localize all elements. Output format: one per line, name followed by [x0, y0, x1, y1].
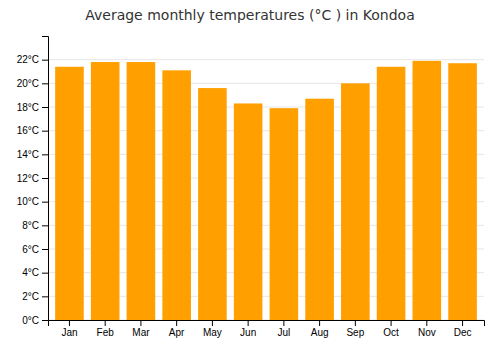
y-tick-label: 16°C [17, 125, 39, 136]
y-tick-mark [42, 249, 48, 250]
x-tick-mark [105, 320, 106, 326]
chart-container: 0°C 2°C 4°C 6°C 8°C 10°C 12°C 14°C 16°C 18°C 20°C 2… [0, 0, 500, 350]
y-tick: 8°C [22, 220, 48, 231]
x-tick-mark [69, 320, 70, 326]
y-tick-label: 20°C [17, 78, 39, 89]
y-axis: 0°C 2°C 4°C 6°C 8°C 10°C 12°C 14°C 16°C 18°C 20°C 2… [17, 37, 49, 326]
x-tick: Apr [169, 320, 185, 338]
bar [162, 70, 191, 320]
y-tick: 10°C [17, 196, 48, 207]
y-tick-mark [42, 296, 48, 297]
x-tick: Nov [418, 320, 436, 338]
bar [127, 62, 156, 320]
y-tick-mark [42, 202, 48, 203]
bar [341, 83, 370, 320]
y-tick-label: 18°C [17, 102, 39, 113]
y-tick-label: 4°C [22, 267, 39, 278]
x-tick-mark [426, 320, 427, 326]
x-tick: Jul [277, 320, 290, 338]
bar [270, 108, 299, 320]
x-tick: Aug [311, 320, 329, 338]
x-tick-mark [462, 320, 463, 326]
x-axis: Jan Feb Mar Apr May Jun Jul Aug Sep Oct Nov Dec [49, 320, 485, 338]
y-tick-mark [42, 154, 48, 155]
x-tick-label: Jul [277, 327, 290, 338]
bar [377, 67, 406, 320]
x-tick-mark [355, 320, 356, 326]
y-tick: 2°C [22, 291, 48, 302]
x-tick: May [203, 320, 222, 338]
x-axis-line [49, 321, 485, 327]
bar [91, 62, 120, 320]
x-tick: Jan [61, 320, 77, 338]
x-tick: Feb [97, 320, 115, 338]
y-tick-label: 6°C [22, 244, 39, 255]
x-tick-label: Feb [97, 327, 115, 338]
y-tick-label: 8°C [22, 220, 39, 231]
bar [55, 67, 84, 320]
y-tick-label: 12°C [17, 173, 39, 184]
x-tick: Oct [383, 320, 399, 338]
y-axis-line [42, 37, 49, 321]
y-tick-mark [42, 320, 48, 321]
x-tick-mark [319, 320, 320, 326]
title: Average monthly temperatures (°C ) in Ko… [85, 7, 415, 23]
y-tick-label: 10°C [17, 196, 39, 207]
y-tick-label: 14°C [17, 149, 39, 160]
x-tick-label: Oct [383, 327, 399, 338]
x-tick-label: Nov [418, 327, 436, 338]
y-tick: 14°C [17, 149, 48, 160]
y-tick: 18°C [17, 102, 48, 113]
y-tick: 0°C [22, 315, 48, 326]
bar [234, 103, 263, 320]
y-tick: 20°C [17, 78, 48, 89]
y-tick-label: 0°C [22, 315, 39, 326]
bar [198, 88, 227, 320]
x-tick: Mar [132, 320, 150, 338]
bars [55, 61, 477, 320]
bar [448, 63, 477, 320]
x-tick: Sep [346, 320, 364, 338]
x-tick-label: May [203, 327, 222, 338]
bar [413, 61, 442, 320]
x-tick-label: Jun [240, 327, 256, 338]
y-tick: 22°C [17, 54, 48, 65]
x-tick-label: Mar [132, 327, 150, 338]
bar [305, 99, 334, 320]
y-tick-mark [42, 273, 48, 274]
y-tick-mark [42, 83, 48, 84]
x-tick: Dec [454, 320, 472, 338]
grid-line [48, 59, 484, 60]
y-tick-label: 2°C [22, 291, 39, 302]
plot: 0°C 2°C 4°C 6°C 8°C 10°C 12°C 14°C 16°C 18°C 20°C 2… [17, 37, 485, 339]
x-tick-mark [391, 320, 392, 326]
y-tick: 4°C [22, 267, 48, 278]
x-tick-mark [283, 320, 284, 326]
y-tick: 6°C [22, 244, 48, 255]
x-tick-label: Apr [169, 327, 185, 338]
y-tick-label: 22°C [17, 54, 39, 65]
x-tick-mark [212, 320, 213, 326]
y-tick-mark [42, 60, 48, 61]
y-tick-mark [42, 131, 48, 132]
x-tick-mark [248, 320, 249, 326]
x-tick-mark [176, 320, 177, 326]
grid [48, 60, 484, 320]
x-tick-label: Sep [346, 327, 364, 338]
x-tick-label: Aug [311, 327, 329, 338]
chart: 0°C 2°C 4°C 6°C 8°C 10°C 12°C 14°C 16°C 18°C 20°C 2… [0, 0, 500, 350]
y-tick-mark [42, 178, 48, 179]
y-tick-mark [42, 107, 48, 108]
x-tick-label: Jan [61, 327, 77, 338]
y-tick-mark [42, 225, 48, 226]
y-tick: 12°C [17, 173, 48, 184]
x-tick: Jun [240, 320, 256, 338]
x-tick-label: Dec [454, 327, 472, 338]
y-tick: 16°C [17, 125, 48, 136]
x-tick-mark [140, 320, 141, 326]
